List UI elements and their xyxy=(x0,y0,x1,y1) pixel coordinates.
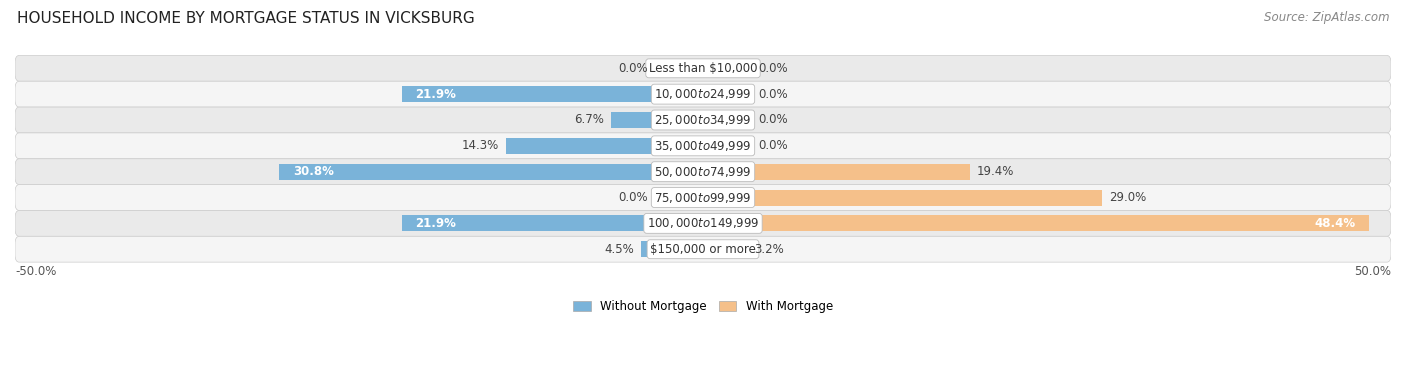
Text: -50.0%: -50.0% xyxy=(15,265,56,278)
Bar xyxy=(703,86,751,102)
Text: 6.7%: 6.7% xyxy=(574,113,605,127)
Text: 4.5%: 4.5% xyxy=(605,243,634,256)
Bar xyxy=(703,164,970,180)
Bar xyxy=(703,189,1102,206)
Bar xyxy=(703,112,751,128)
Text: 0.0%: 0.0% xyxy=(619,62,648,75)
FancyBboxPatch shape xyxy=(15,184,1391,211)
Text: Source: ZipAtlas.com: Source: ZipAtlas.com xyxy=(1264,11,1389,24)
Text: 29.0%: 29.0% xyxy=(1109,191,1146,204)
Bar xyxy=(402,86,703,102)
Text: 30.8%: 30.8% xyxy=(292,165,333,178)
Text: $35,000 to $49,999: $35,000 to $49,999 xyxy=(654,139,752,153)
FancyBboxPatch shape xyxy=(15,159,1391,184)
Bar xyxy=(610,112,703,128)
FancyBboxPatch shape xyxy=(15,107,1391,133)
Text: HOUSEHOLD INCOME BY MORTGAGE STATUS IN VICKSBURG: HOUSEHOLD INCOME BY MORTGAGE STATUS IN V… xyxy=(17,11,475,26)
Bar xyxy=(506,138,703,154)
Text: 19.4%: 19.4% xyxy=(977,165,1014,178)
FancyBboxPatch shape xyxy=(15,56,1391,81)
Bar xyxy=(703,60,751,76)
FancyBboxPatch shape xyxy=(15,81,1391,107)
Text: 0.0%: 0.0% xyxy=(758,113,787,127)
FancyBboxPatch shape xyxy=(15,211,1391,236)
Text: $50,000 to $74,999: $50,000 to $74,999 xyxy=(654,165,752,179)
Text: $100,000 to $149,999: $100,000 to $149,999 xyxy=(647,216,759,230)
Text: 50.0%: 50.0% xyxy=(1354,265,1391,278)
Text: 21.9%: 21.9% xyxy=(415,217,457,230)
Text: $10,000 to $24,999: $10,000 to $24,999 xyxy=(654,87,752,101)
Bar xyxy=(655,189,703,206)
Text: Less than $10,000: Less than $10,000 xyxy=(648,62,758,75)
Bar xyxy=(280,164,703,180)
Text: 14.3%: 14.3% xyxy=(463,139,499,152)
Legend: Without Mortgage, With Mortgage: Without Mortgage, With Mortgage xyxy=(568,296,838,318)
Bar xyxy=(703,241,747,257)
Text: 0.0%: 0.0% xyxy=(758,88,787,101)
Text: 21.9%: 21.9% xyxy=(415,88,457,101)
FancyBboxPatch shape xyxy=(15,236,1391,262)
Bar xyxy=(655,60,703,76)
Text: 48.4%: 48.4% xyxy=(1315,217,1355,230)
Text: 0.0%: 0.0% xyxy=(758,62,787,75)
Bar xyxy=(703,138,751,154)
Text: 0.0%: 0.0% xyxy=(758,139,787,152)
Text: 3.2%: 3.2% xyxy=(754,243,783,256)
Text: $75,000 to $99,999: $75,000 to $99,999 xyxy=(654,191,752,204)
Bar xyxy=(641,241,703,257)
Text: 0.0%: 0.0% xyxy=(619,191,648,204)
Text: $25,000 to $34,999: $25,000 to $34,999 xyxy=(654,113,752,127)
Text: $150,000 or more: $150,000 or more xyxy=(650,243,756,256)
Bar xyxy=(703,215,1369,231)
FancyBboxPatch shape xyxy=(15,133,1391,159)
Bar xyxy=(402,215,703,231)
